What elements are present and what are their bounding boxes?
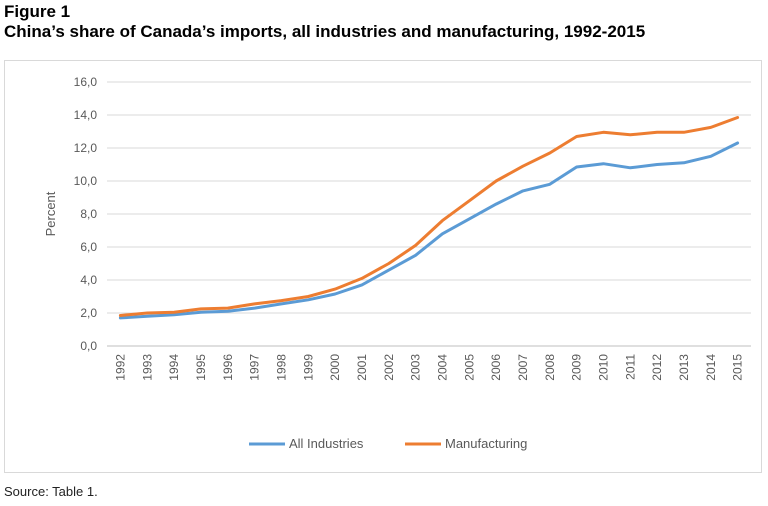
line-chart: 0,0 2,0 4,0 6,0 8,0 10,0 12,0 14,0 16,0 1992 1993… xyxy=(43,75,751,451)
x-tick-label: 2015 xyxy=(731,354,745,381)
x-tick-label: 2004 xyxy=(435,354,449,381)
x-tick-label: 2009 xyxy=(570,354,584,381)
x-tick-label: 2003 xyxy=(409,354,423,381)
x-tick-label: 1995 xyxy=(194,354,208,381)
x-tick-label: 2008 xyxy=(543,354,557,381)
x-tick-label: 2012 xyxy=(650,354,664,381)
x-tick-label: 1992 xyxy=(113,354,127,381)
y-tick-label: 4,0 xyxy=(80,273,97,287)
x-tick-label: 2002 xyxy=(382,354,396,381)
figure-label: Figure 1 xyxy=(4,2,71,21)
y-tick-label: 2,0 xyxy=(80,306,97,320)
x-tick-label: 2001 xyxy=(355,354,369,381)
series-line-manufacturing xyxy=(118,116,740,317)
y-axis-label: Percent xyxy=(43,191,58,236)
x-tick-label: 1998 xyxy=(274,354,288,381)
x-tick-label: 2005 xyxy=(462,354,476,381)
x-tick-label: 2013 xyxy=(677,354,691,381)
x-tick-label: 2014 xyxy=(704,354,718,381)
x-tick-label: 1997 xyxy=(248,354,262,381)
x-tick-label: 2006 xyxy=(489,354,503,381)
legend-label: Manufacturing xyxy=(445,436,527,451)
series-lines xyxy=(118,116,740,320)
y-axis: 0,0 2,0 4,0 6,0 8,0 10,0 12,0 14,0 16,0 xyxy=(74,75,98,353)
x-axis: 1992 1993 1994 1995 1996 1997 1998 1999 2000 2001… xyxy=(113,354,744,381)
figure-title: China’s share of Canada’s imports, all i… xyxy=(4,22,646,41)
x-tick-label: 1993 xyxy=(140,354,154,381)
y-tick-label: 8,0 xyxy=(80,207,97,221)
y-tick-label: 12,0 xyxy=(74,141,98,155)
x-tick-label: 1994 xyxy=(167,354,181,381)
x-tick-label: 2007 xyxy=(516,354,530,381)
x-tick-label: 1999 xyxy=(301,354,315,381)
series-line-all-industries xyxy=(118,141,740,320)
gridlines xyxy=(107,81,751,347)
chart-frame: 0,0 2,0 4,0 6,0 8,0 10,0 12,0 14,0 16,0 1992 1993… xyxy=(4,60,762,473)
x-tick-label: 1996 xyxy=(221,354,235,381)
y-tick-label: 10,0 xyxy=(74,174,98,188)
y-tick-label: 14,0 xyxy=(74,108,98,122)
y-tick-label: 6,0 xyxy=(80,240,97,254)
x-tick-label: 2010 xyxy=(596,354,610,381)
y-tick-label: 16,0 xyxy=(74,75,98,89)
x-tick-label: 2011 xyxy=(623,354,637,380)
y-tick-label: 0,0 xyxy=(80,339,97,353)
legend-label: All Industries xyxy=(289,436,364,451)
x-tick-label: 2000 xyxy=(328,354,342,381)
legend: All Industries Manufacturing xyxy=(249,436,527,451)
source-note: Source: Table 1. xyxy=(4,484,98,499)
